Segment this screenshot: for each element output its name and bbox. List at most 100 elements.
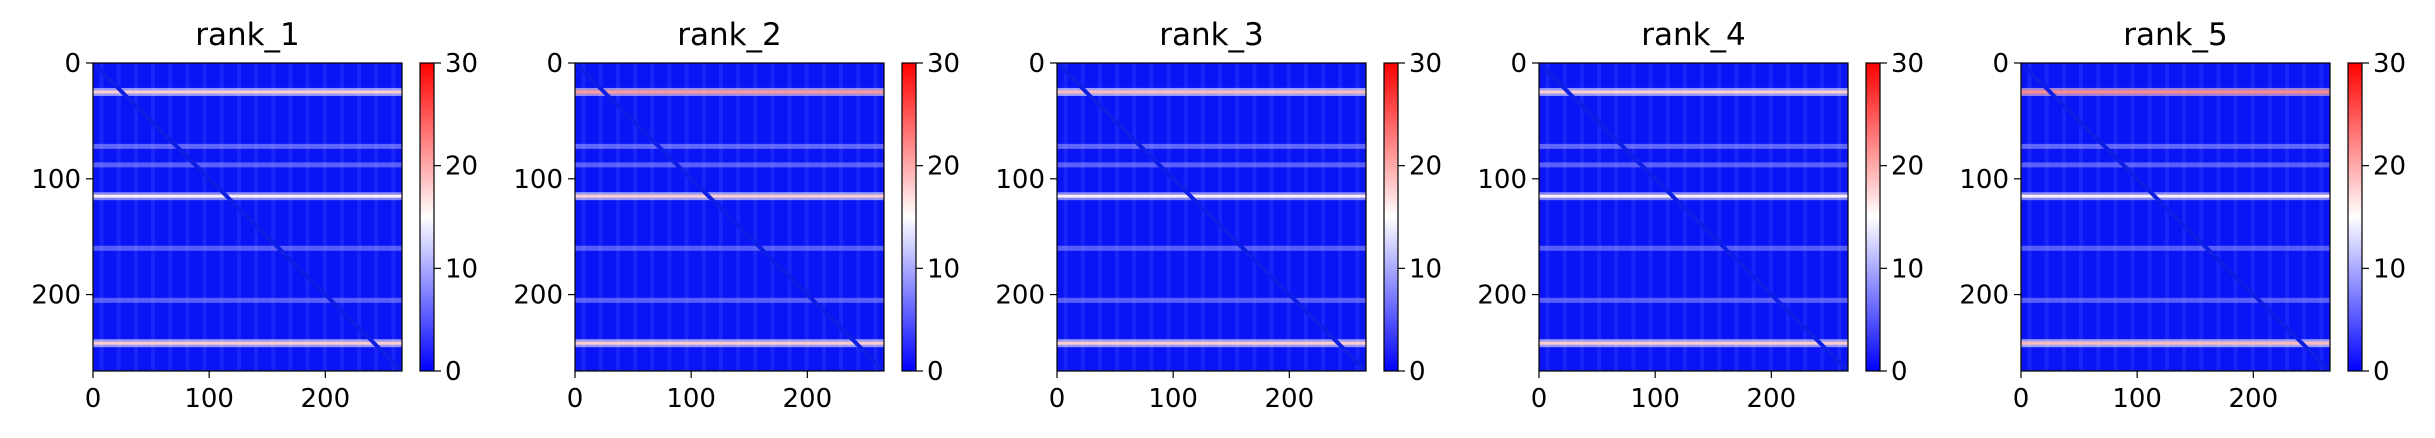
heatmap-hot-row	[1539, 194, 1848, 198]
x-tick-label: 200	[1265, 384, 1315, 414]
heatmap-texture	[581, 63, 586, 371]
heatmap-texture	[133, 63, 138, 371]
x-tick-label: 200	[1747, 384, 1797, 414]
heatmap-texture	[1682, 63, 1687, 371]
heatmap-mid-row	[575, 162, 884, 168]
y-tick-label: 200	[1477, 281, 1527, 311]
heatmap-texture	[1355, 63, 1360, 371]
heatmap-texture	[1183, 63, 1188, 371]
heatmap-texture	[1837, 63, 1842, 371]
y-tick-label: 200	[995, 281, 1045, 311]
heatmap-plot	[2021, 63, 2330, 371]
heatmap-hot-row	[1057, 341, 1366, 345]
heatmap-texture	[2233, 63, 2238, 371]
heatmap-hot-row	[2021, 90, 2330, 94]
heatmap-texture	[322, 63, 327, 371]
x-tick-label: 0	[85, 384, 102, 414]
heatmap-texture	[1286, 63, 1291, 371]
heatmap-texture	[1562, 63, 1567, 371]
plot-frame	[2020, 62, 2331, 372]
heatmap-texture	[339, 63, 344, 371]
heatmap-texture	[2113, 63, 2118, 371]
colorbar-tick-label: 20	[927, 152, 960, 182]
panel-title: rank_3	[1159, 17, 1264, 53]
y-tick-label: 200	[31, 281, 81, 311]
heatmap-texture	[271, 63, 276, 371]
x-tick-label: 100	[1148, 384, 1198, 414]
heatmap-texture	[2061, 63, 2066, 371]
heatmap-mid-row	[93, 162, 402, 168]
heatmap-mid-row	[1057, 245, 1366, 251]
x-tick-label: 0	[567, 384, 584, 414]
colorbar-tick-label: 10	[1409, 254, 1442, 284]
heatmap-texture	[804, 63, 809, 371]
heatmap-texture	[2130, 63, 2135, 371]
y-tick-label: 0	[1992, 49, 2009, 79]
heatmap-diagonal	[93, 63, 402, 371]
y-tick-label: 100	[1959, 165, 2009, 195]
colorbar-tick-label: 20	[1891, 152, 1924, 182]
x-tick-label: 200	[783, 384, 833, 414]
colorbar-tick-label: 20	[2373, 152, 2406, 182]
heatmap-texture	[116, 63, 121, 371]
heatmap-texture	[650, 63, 655, 371]
heatmap-mid-row	[93, 143, 402, 149]
heatmap-texture	[667, 63, 672, 371]
colorbar-tick-label: 30	[445, 49, 478, 79]
heatmap-plot	[1057, 63, 1366, 371]
colorbar-tick-label: 10	[2373, 254, 2406, 284]
panel-2: rank_2 0 100 200 0 100 200 0 10 20 30	[513, 17, 960, 414]
heatmap-hot-row	[93, 341, 402, 345]
heatmap-texture	[202, 63, 207, 371]
heatmap-texture	[1166, 63, 1171, 371]
heatmap-texture	[374, 63, 379, 371]
heatmap-mid-row	[93, 297, 402, 303]
heatmap-plot	[1539, 63, 1848, 371]
heatmap-texture	[1115, 63, 1120, 371]
x-tick-label: 100	[666, 384, 716, 414]
x-tick-label: 0	[1049, 384, 1066, 414]
heatmap-texture	[1734, 63, 1739, 371]
panel-title: rank_4	[1641, 17, 1746, 53]
heatmap-hot-row	[2021, 194, 2330, 198]
colorbar-tick-label: 10	[1891, 254, 1924, 284]
heatmap-texture	[1614, 63, 1619, 371]
heatmap-texture	[151, 63, 156, 371]
heatmap-hot-row	[1539, 90, 1848, 94]
heatmap-texture	[185, 63, 190, 371]
plot-frame	[574, 62, 885, 372]
heatmap-diagonal	[2021, 63, 2330, 371]
colorbar-tick-label: 0	[2373, 357, 2390, 387]
heatmap-texture	[2319, 63, 2324, 371]
heatmap-texture	[2096, 63, 2101, 371]
heatmap-texture	[1785, 63, 1790, 371]
heatmap-texture	[1303, 63, 1308, 371]
heatmap-texture	[1132, 63, 1137, 371]
heatmap-texture	[1080, 63, 1085, 371]
y-tick-label: 100	[513, 165, 563, 195]
heatmap-texture	[753, 63, 758, 371]
heatmap-hot-row	[2021, 341, 2330, 345]
heatmap-texture	[168, 63, 173, 371]
heatmap-hot-row	[93, 90, 402, 94]
colorbar-tick-label: 30	[1409, 49, 1442, 79]
panel-title: rank_2	[677, 17, 782, 53]
y-tick-label: 0	[1510, 49, 1527, 79]
panel-1: rank_1 0 100 200 0 100 200 0 10 20 30	[31, 17, 478, 414]
plot-frame	[1056, 62, 1367, 372]
y-tick-label: 200	[1959, 281, 2009, 311]
heatmap-hot-row	[575, 90, 884, 94]
heatmap-texture	[254, 63, 259, 371]
heatmap-mid-row	[2021, 245, 2330, 251]
heatmap-texture	[1321, 63, 1326, 371]
x-tick-label: 200	[2229, 384, 2279, 414]
heatmap-texture	[1717, 63, 1722, 371]
heatmap-mid-row	[1539, 143, 1848, 149]
y-tick-label: 100	[1477, 165, 1527, 195]
x-tick-label: 0	[1531, 384, 1548, 414]
heatmap-texture	[2147, 63, 2152, 371]
heatmap-texture	[1700, 63, 1705, 371]
heatmap-texture	[99, 63, 104, 371]
heatmap-mid-row	[1057, 143, 1366, 149]
heatmap-texture	[1269, 63, 1274, 371]
